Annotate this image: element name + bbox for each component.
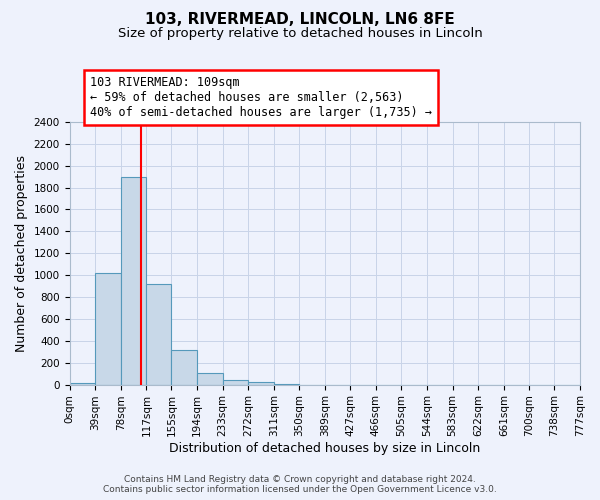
Text: Contains public sector information licensed under the Open Government Licence v3: Contains public sector information licen… xyxy=(103,485,497,494)
Bar xyxy=(95,273,121,384)
Text: 103, RIVERMEAD, LINCOLN, LN6 8FE: 103, RIVERMEAD, LINCOLN, LN6 8FE xyxy=(145,12,455,28)
Bar xyxy=(121,176,146,384)
X-axis label: Distribution of detached houses by size in Lincoln: Distribution of detached houses by size … xyxy=(169,442,481,455)
Y-axis label: Number of detached properties: Number of detached properties xyxy=(15,154,28,352)
Text: Contains HM Land Registry data © Crown copyright and database right 2024.: Contains HM Land Registry data © Crown c… xyxy=(124,475,476,484)
Bar xyxy=(146,284,172,384)
Bar xyxy=(172,350,197,384)
Bar xyxy=(248,382,274,384)
Bar xyxy=(197,373,223,384)
Text: 103 RIVERMEAD: 109sqm
← 59% of detached houses are smaller (2,563)
40% of semi-d: 103 RIVERMEAD: 109sqm ← 59% of detached … xyxy=(90,76,432,119)
Bar xyxy=(223,380,248,384)
Text: Size of property relative to detached houses in Lincoln: Size of property relative to detached ho… xyxy=(118,28,482,40)
Bar xyxy=(70,383,95,384)
